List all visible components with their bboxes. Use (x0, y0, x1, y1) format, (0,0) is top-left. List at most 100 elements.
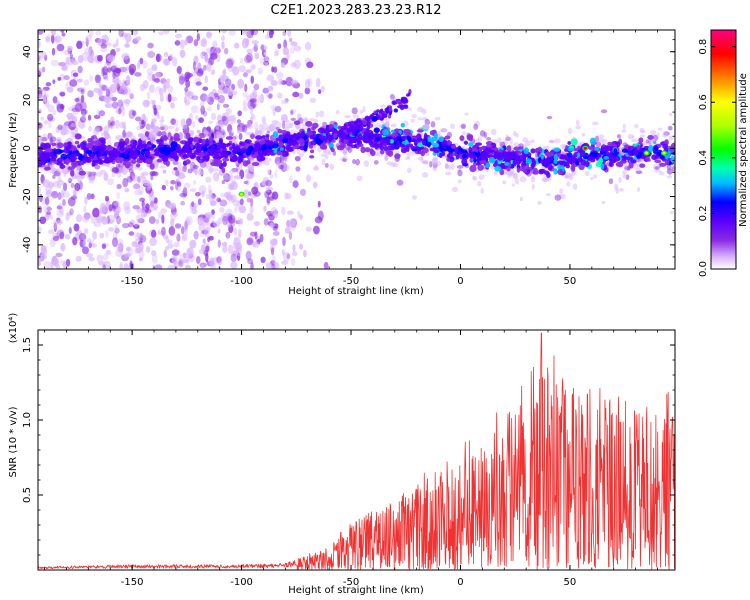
ridge-blob (613, 148, 618, 155)
noise-speckle (74, 97, 80, 102)
ridge-halo (380, 104, 387, 108)
ridge-blob (85, 158, 92, 163)
ridge-halo (351, 107, 358, 115)
noise-speckle (103, 76, 109, 81)
ridge-blob (373, 127, 381, 134)
noise-speckle (263, 56, 270, 63)
ridge-blob (581, 149, 585, 156)
noise-speckle (274, 48, 279, 57)
ridge-halo (425, 152, 430, 157)
ridge-blob (65, 158, 70, 165)
ridge-blob (218, 139, 223, 145)
ridge-blob (375, 136, 381, 141)
noise-speckle (202, 64, 207, 71)
noise-speckle (79, 87, 86, 93)
ridge-blob (133, 150, 139, 157)
noise-speckle (86, 193, 92, 200)
noise-speckle (270, 80, 278, 86)
noise-speckle (226, 213, 233, 222)
noise-speckle (170, 118, 177, 125)
noise-speckle (253, 221, 260, 227)
ridge-blob (198, 139, 203, 144)
noise-speckle (293, 59, 301, 70)
noise-speckle (102, 72, 108, 80)
noise-speckle (260, 44, 265, 51)
ridge-halo (296, 125, 302, 130)
ridge-halo (158, 119, 165, 123)
ridge-blob (78, 170, 86, 176)
noise-speckle (38, 55, 42, 63)
noise-speckle (83, 79, 90, 86)
ridge-blob (135, 163, 141, 168)
ridge-blob (400, 135, 408, 141)
noise-speckle (249, 64, 255, 71)
noise-speckle (277, 43, 282, 49)
noise-speckle (145, 100, 150, 106)
ridge-blob (91, 162, 96, 167)
spectrogram-y-tick-label: 20 (22, 94, 33, 107)
ridge-blob (637, 151, 643, 156)
noise-speckle (242, 72, 248, 78)
noise-speckle (251, 46, 258, 52)
branch-blob (379, 108, 384, 114)
ridge-halo (151, 171, 158, 175)
ridge-halo (595, 141, 602, 148)
ridge-halo (344, 114, 351, 119)
ridge-blob (309, 149, 315, 154)
noise-speckle (294, 155, 301, 162)
noise-speckle (119, 87, 124, 94)
ridge-halo (321, 158, 326, 166)
ridge-halo (490, 128, 497, 136)
colorbar-tick-label: 0.8 (698, 39, 709, 55)
ridge-halo (385, 118, 390, 123)
branch-blob (393, 108, 399, 113)
noise-speckle (276, 92, 283, 99)
ridge-halo (42, 133, 47, 138)
noise-speckle (210, 52, 218, 60)
ridge-halo (531, 183, 535, 190)
ridge-halo (460, 123, 466, 130)
ridge-blob (132, 140, 138, 146)
noise-speckle (219, 199, 228, 207)
ridge-blob (577, 157, 583, 163)
noise-speckle (89, 75, 94, 82)
ridge-halo (265, 186, 270, 193)
noise-speckle (199, 100, 205, 110)
noise-speckle (161, 214, 165, 224)
noise-speckle (136, 63, 141, 70)
noise-speckle (138, 234, 147, 244)
noise-speckle (122, 177, 129, 188)
ridge-blob (67, 141, 72, 146)
ridge-halo (511, 183, 516, 187)
noise-speckle (243, 188, 249, 199)
ridge-blob (504, 161, 510, 166)
noise-speckle (216, 255, 223, 266)
ridge-halo (442, 155, 447, 159)
ridge-blob (656, 149, 663, 157)
noise-speckle (170, 102, 175, 109)
noise-speckle (217, 239, 221, 248)
noise-speckle (191, 201, 195, 208)
ridge-halo (347, 146, 353, 154)
noise-speckle (238, 205, 247, 214)
noise-speckle (180, 258, 188, 264)
ridge-halo (502, 180, 507, 185)
ridge-blob (496, 152, 504, 157)
ridge-blob (73, 152, 78, 157)
ridge-blob (161, 157, 169, 162)
noise-speckle (273, 208, 279, 219)
noise-speckle (183, 182, 191, 189)
noise-speckle (118, 107, 122, 115)
snr-panel: -150 -100 -50 0 50 0.5 1.0 1.5 Height of strai… (8, 313, 676, 596)
ridge-blob (74, 140, 80, 145)
noise-speckle (56, 208, 65, 218)
ridge-halo (374, 149, 379, 157)
noise-speckle (61, 124, 69, 135)
ridge-blob (547, 151, 554, 157)
noise-speckle (56, 205, 63, 210)
noise-speckle (213, 194, 219, 205)
ridge-blob (342, 149, 348, 155)
ridge-blob (189, 153, 197, 159)
noise-speckle (124, 252, 131, 258)
noise-speckle (280, 62, 286, 68)
